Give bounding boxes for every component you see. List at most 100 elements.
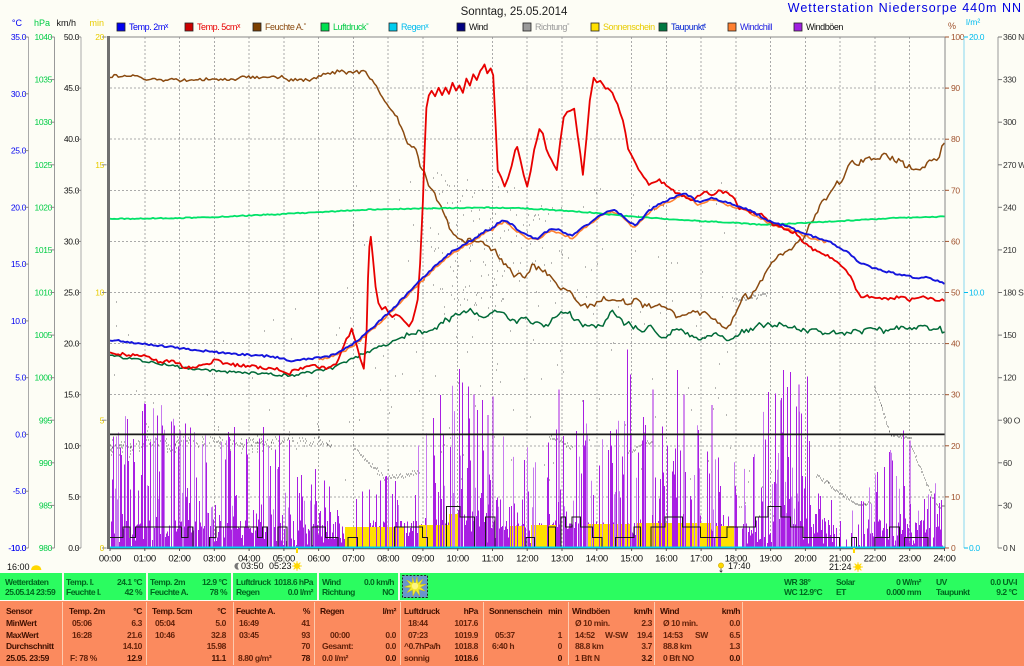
- svg-text:270 W: 270 W: [1003, 160, 1024, 170]
- svg-text:10:00: 10:00: [447, 554, 469, 565]
- svg-text:07:00: 07:00: [342, 554, 364, 565]
- svg-text:50.0: 50.0: [64, 32, 80, 42]
- svg-text:09:00: 09:00: [412, 554, 434, 565]
- svg-text:14:00: 14:00: [586, 554, 608, 565]
- svg-text:70: 70: [951, 185, 960, 195]
- svg-text:Wetterstation Niedersorpe 440m: Wetterstation Niedersorpe 440m NN: [788, 1, 1022, 15]
- svg-text:5.0: 5.0: [15, 373, 26, 383]
- svg-text:°C: °C: [12, 18, 23, 28]
- svg-text:30: 30: [1003, 500, 1012, 510]
- svg-text:Luftdruck°: Luftdruck°: [333, 22, 369, 32]
- svg-text:22:00: 22:00: [864, 554, 886, 565]
- svg-text:15:00: 15:00: [620, 554, 642, 565]
- svg-text:45.0: 45.0: [64, 83, 80, 93]
- svg-text:17:40: 17:40: [728, 561, 751, 571]
- svg-text:20: 20: [951, 441, 960, 451]
- svg-text:16:00: 16:00: [7, 562, 30, 572]
- svg-text:17:00: 17:00: [690, 554, 712, 565]
- svg-text:Temp. 5cmx: Temp. 5cmx: [197, 22, 241, 32]
- svg-text:80: 80: [951, 134, 960, 144]
- svg-text:0.0: 0.0: [15, 429, 26, 439]
- svg-text:10: 10: [95, 288, 104, 298]
- svg-text:km/h: km/h: [56, 18, 76, 28]
- svg-text:5.0: 5.0: [68, 492, 79, 502]
- svg-text:35.0: 35.0: [11, 32, 27, 42]
- svg-text:21:00: 21:00: [829, 554, 851, 565]
- svg-text:Wind: Wind: [469, 22, 488, 32]
- svg-text:Windböen: Windböen: [806, 22, 843, 32]
- svg-text:0: 0: [951, 543, 956, 553]
- svg-text:15.0: 15.0: [11, 259, 27, 269]
- svg-text:00:00: 00:00: [99, 554, 121, 565]
- svg-text:l/m²: l/m²: [966, 17, 980, 27]
- svg-text:330: 330: [1003, 75, 1017, 85]
- svg-text:60: 60: [951, 236, 960, 246]
- svg-text:1040: 1040: [34, 32, 52, 42]
- svg-text:995: 995: [39, 415, 53, 425]
- svg-text:1000: 1000: [34, 373, 52, 383]
- svg-text:985: 985: [39, 500, 53, 510]
- svg-text:04:00: 04:00: [238, 554, 260, 565]
- svg-text:40.0: 40.0: [64, 134, 80, 144]
- svg-text:180 S: 180 S: [1003, 288, 1024, 298]
- svg-text:08:00: 08:00: [377, 554, 399, 565]
- svg-text:03:00: 03:00: [203, 554, 225, 565]
- svg-text:50: 50: [951, 288, 960, 298]
- svg-text:990: 990: [39, 458, 53, 468]
- svg-text:210: 210: [1003, 245, 1017, 255]
- svg-text:35.0: 35.0: [64, 185, 80, 195]
- svg-text:1020: 1020: [34, 202, 52, 212]
- svg-text:10.0: 10.0: [11, 316, 27, 326]
- svg-text:980: 980: [39, 543, 53, 553]
- svg-text:10.0: 10.0: [969, 288, 985, 298]
- svg-text:1005: 1005: [34, 330, 52, 340]
- svg-text:10: 10: [951, 492, 960, 502]
- svg-text:20.0: 20.0: [64, 339, 80, 349]
- svg-text:90 O: 90 O: [1003, 415, 1021, 425]
- svg-text:0.0: 0.0: [969, 543, 980, 553]
- svg-text:40: 40: [951, 339, 960, 349]
- svg-text:20.0: 20.0: [11, 202, 27, 212]
- svg-text:01:00: 01:00: [134, 554, 156, 565]
- svg-text:19:00: 19:00: [759, 554, 781, 565]
- svg-text:90: 90: [951, 83, 960, 93]
- svg-text:hPa: hPa: [34, 18, 50, 28]
- svg-text:21:24: 21:24: [829, 562, 852, 572]
- svg-text:15: 15: [95, 160, 104, 170]
- svg-text:30.0: 30.0: [64, 236, 80, 246]
- svg-text:25.0: 25.0: [11, 146, 27, 156]
- svg-text:11:00: 11:00: [482, 554, 504, 565]
- svg-text:06:00: 06:00: [307, 554, 329, 565]
- svg-text:20.0: 20.0: [969, 32, 985, 42]
- svg-text:30.0: 30.0: [11, 89, 27, 99]
- svg-text:-10.0: -10.0: [8, 543, 26, 553]
- svg-text:18:00: 18:00: [725, 554, 747, 565]
- svg-text:Windchill: Windchill: [740, 22, 772, 32]
- svg-text:150: 150: [1003, 330, 1017, 340]
- svg-text:0.0: 0.0: [68, 543, 79, 553]
- svg-text:15.0: 15.0: [64, 390, 80, 400]
- svg-text:min: min: [89, 18, 104, 28]
- svg-text:360 N: 360 N: [1003, 32, 1024, 42]
- svg-text:100: 100: [951, 32, 965, 42]
- svg-text:Temp. 2mx: Temp. 2mx: [129, 22, 169, 32]
- svg-text:120: 120: [1003, 373, 1017, 383]
- svg-text:1035: 1035: [34, 75, 52, 85]
- svg-text:0 N: 0 N: [1003, 543, 1015, 553]
- svg-text:Sonntag, 25.05.2014: Sonntag, 25.05.2014: [461, 6, 568, 18]
- svg-text:60: 60: [1003, 458, 1012, 468]
- svg-text:24:00: 24:00: [933, 554, 955, 565]
- svg-text:1025: 1025: [34, 160, 52, 170]
- svg-text:Feuchte A.°: Feuchte A.°: [265, 22, 307, 32]
- svg-text:1010: 1010: [34, 288, 52, 298]
- svg-text:20:00: 20:00: [794, 554, 816, 565]
- svg-text:02:00: 02:00: [168, 554, 190, 565]
- svg-text:240: 240: [1003, 202, 1017, 212]
- svg-text:1030: 1030: [34, 117, 52, 127]
- svg-text:Regenx: Regenx: [401, 22, 429, 32]
- svg-text:10.0: 10.0: [64, 441, 80, 451]
- svg-text:03:50: 03:50: [241, 561, 264, 571]
- svg-text:05:23: 05:23: [269, 561, 292, 571]
- svg-text:%: %: [948, 21, 956, 31]
- svg-text:-10.0: -10.0: [8, 543, 26, 553]
